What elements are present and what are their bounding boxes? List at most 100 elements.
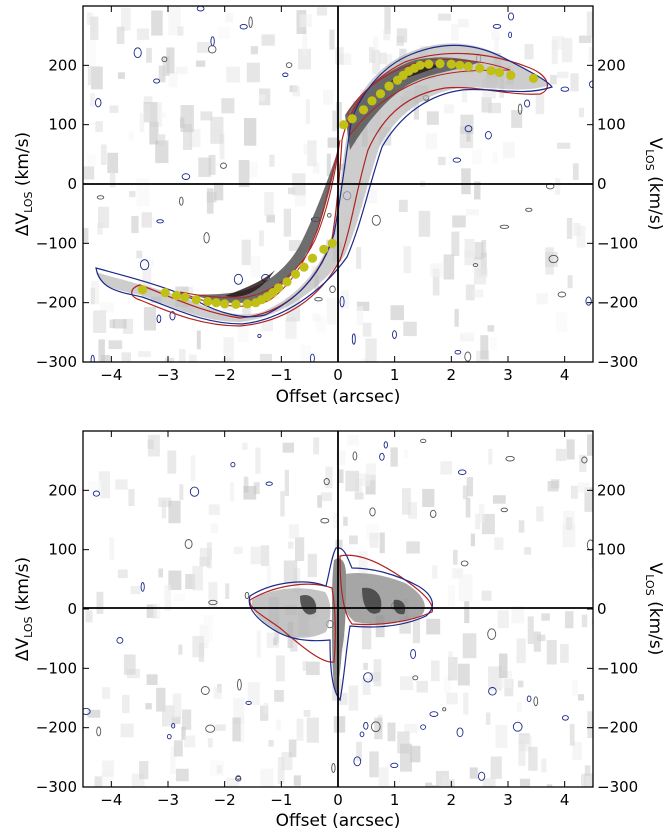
noise-cell xyxy=(567,275,573,289)
noise-cell xyxy=(283,208,291,237)
noise-cell xyxy=(373,659,382,687)
noise-contour xyxy=(492,23,502,29)
noise-cell xyxy=(259,230,264,247)
noise-cell xyxy=(541,758,547,773)
noise-cell xyxy=(303,144,308,155)
noise-contour xyxy=(352,451,358,461)
noise-cell xyxy=(207,738,213,748)
noise-contour xyxy=(245,700,252,705)
noise-contour xyxy=(457,469,467,475)
y-tick-label-left: −200 xyxy=(36,294,77,312)
noise-cell xyxy=(188,354,197,362)
noise-cell xyxy=(426,111,439,125)
noise-cell xyxy=(498,653,508,678)
noise-cell xyxy=(136,28,149,40)
noise-contour xyxy=(560,86,570,92)
noise-cell xyxy=(260,768,274,787)
noise-cell xyxy=(95,121,103,132)
rotation-point xyxy=(358,105,369,115)
rotation-point xyxy=(384,81,394,91)
noise-cell xyxy=(305,99,310,124)
noise-contour xyxy=(96,195,105,200)
noise-cell xyxy=(431,660,440,682)
noise-cell xyxy=(307,553,317,578)
noise-cell xyxy=(139,761,149,780)
rotation-point xyxy=(211,298,221,308)
noise-cell xyxy=(565,611,574,629)
noise-cell xyxy=(159,111,166,118)
noise-contour xyxy=(90,354,95,362)
noise-contour xyxy=(505,455,515,462)
noise-cell xyxy=(443,254,455,280)
noise-contour xyxy=(184,539,193,549)
noise-contour xyxy=(412,675,419,681)
noise-contour xyxy=(207,45,217,54)
noise-cell xyxy=(315,316,326,333)
noise-cell xyxy=(93,310,107,333)
noise-cell xyxy=(383,30,390,41)
noise-contour xyxy=(156,314,162,324)
noise-cell xyxy=(200,111,213,121)
noise-cell xyxy=(128,489,135,506)
noise-cell xyxy=(432,268,440,296)
noise-cell xyxy=(161,500,166,519)
noise-cell xyxy=(326,153,331,177)
noise-cell xyxy=(185,574,196,590)
noise-cell xyxy=(226,777,240,787)
noise-cell xyxy=(412,617,421,644)
noise-cell xyxy=(536,634,546,642)
noise-cell xyxy=(138,351,151,358)
noise-cell xyxy=(511,606,525,624)
noise-cell xyxy=(345,470,359,492)
noise-cell xyxy=(173,740,183,757)
noise-contour xyxy=(314,297,323,302)
y-tick-label-right: 100 xyxy=(597,541,626,559)
noise-contour xyxy=(320,517,330,524)
noise-cell xyxy=(96,591,104,614)
noise-cell xyxy=(143,102,158,123)
noise-cell xyxy=(181,726,186,740)
noise-cell xyxy=(316,7,328,16)
noise-cell xyxy=(199,557,210,567)
noise-contour xyxy=(508,31,513,39)
noise-cell xyxy=(259,353,272,362)
x-tick-label: −2 xyxy=(214,366,236,384)
noise-cell xyxy=(172,693,182,718)
noise-cell xyxy=(288,187,296,195)
noise-contour xyxy=(220,162,227,169)
noise-cell xyxy=(303,710,311,717)
noise-cell xyxy=(333,716,346,733)
noise-cell xyxy=(117,72,125,79)
noise-cell xyxy=(214,182,224,201)
noise-contour xyxy=(370,721,381,733)
top-emission-outer xyxy=(96,43,550,322)
bottom-emission-right xyxy=(340,572,425,624)
noise-contour xyxy=(92,490,100,497)
noise-cell xyxy=(128,131,134,141)
noise-cell xyxy=(284,469,289,496)
noise-cell xyxy=(481,97,492,113)
noise-cell xyxy=(98,339,105,362)
x-tick-label: 1 xyxy=(390,791,400,809)
noise-cell xyxy=(277,757,285,784)
noise-cell xyxy=(158,65,166,83)
noise-cell xyxy=(269,154,275,167)
noise-contour xyxy=(208,599,218,606)
noise-cell xyxy=(86,12,93,25)
noise-cell xyxy=(379,532,385,554)
noise-cell xyxy=(577,482,590,493)
noise-cell xyxy=(306,717,319,743)
noise-cell xyxy=(274,690,284,702)
noise-contour xyxy=(189,486,200,497)
noise-cell xyxy=(290,636,298,652)
noise-cell xyxy=(168,72,178,88)
noise-cell xyxy=(365,338,377,362)
noise-cell xyxy=(166,47,175,74)
noise-cell xyxy=(338,469,344,483)
noise-cell xyxy=(317,495,322,508)
noise-cell xyxy=(466,477,473,497)
rotation-point xyxy=(415,60,425,70)
noise-cell xyxy=(343,516,348,526)
noise-cell xyxy=(98,471,110,499)
noise-cell xyxy=(130,586,141,595)
